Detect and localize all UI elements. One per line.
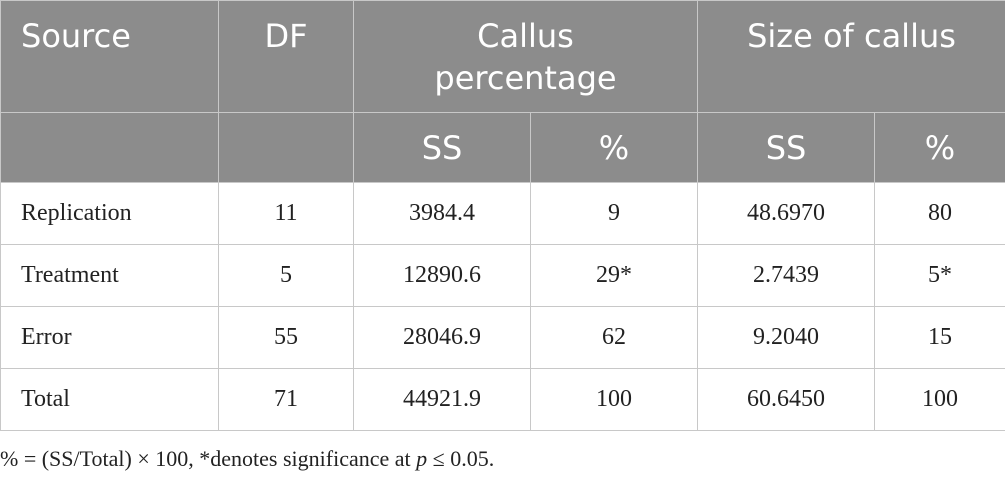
header-text: Callus percentage	[434, 17, 617, 97]
footnote: % = (SS/Total) × 100, *denotes significa…	[0, 446, 494, 472]
cell: Error	[0, 306, 219, 369]
header-cell: Size of callus	[697, 0, 1005, 113]
cell: 28046.9	[353, 306, 531, 369]
header-row: Source DF Callus percentage Size of call…	[0, 0, 1005, 113]
footnote-italic: p	[416, 446, 428, 471]
header-cell: %	[874, 112, 1005, 183]
cell: 100	[530, 368, 698, 431]
data-row: Total 71 44921.9 100 60.6450 100	[0, 368, 1005, 431]
table-body: Replication 11 3984.4 9 48.6970 80 Treatment 5 1…	[0, 182, 1005, 431]
cell: Replication	[0, 182, 219, 245]
header-cell: %	[530, 112, 698, 183]
cell: 29*	[530, 244, 698, 307]
data-row: Error 55 28046.9 62 9.2040 15	[0, 306, 1005, 369]
data-row: Replication 11 3984.4 9 48.6970 80	[0, 182, 1005, 245]
header-cell: SS	[697, 112, 875, 183]
cell: 12890.6	[353, 244, 531, 307]
cell: 5	[218, 244, 354, 307]
cell: 62	[530, 306, 698, 369]
cell: 5*	[874, 244, 1005, 307]
anova-table: Source DF Callus percentage Size of call…	[0, 0, 1005, 431]
cell: 9	[530, 182, 698, 245]
cell: 2.7439	[697, 244, 875, 307]
subheader-row: SS % SS %	[0, 112, 1005, 183]
header-cell: DF	[218, 0, 354, 113]
cell: 60.6450	[697, 368, 875, 431]
cell: 100	[874, 368, 1005, 431]
cell: 71	[218, 368, 354, 431]
cell: 3984.4	[353, 182, 531, 245]
footnote-text: ≤ 0.05.	[427, 446, 495, 471]
cell: 9.2040	[697, 306, 875, 369]
cell: 44921.9	[353, 368, 531, 431]
header-cell: Source	[0, 0, 219, 113]
cell: Treatment	[0, 244, 219, 307]
cell: 80	[874, 182, 1005, 245]
cell: 48.6970	[697, 182, 875, 245]
cell: 15	[874, 306, 1005, 369]
data-row: Treatment 5 12890.6 29* 2.7439 5*	[0, 244, 1005, 307]
cell: Total	[0, 368, 219, 431]
cell: 11	[218, 182, 354, 245]
cell: 55	[218, 306, 354, 369]
header-cell	[0, 112, 219, 183]
footnote-text: % = (SS/Total) × 100, *denotes significa…	[0, 446, 417, 471]
header-cell: Callus percentage	[353, 0, 698, 113]
header-cell: SS	[353, 112, 531, 183]
header-cell	[218, 112, 354, 183]
